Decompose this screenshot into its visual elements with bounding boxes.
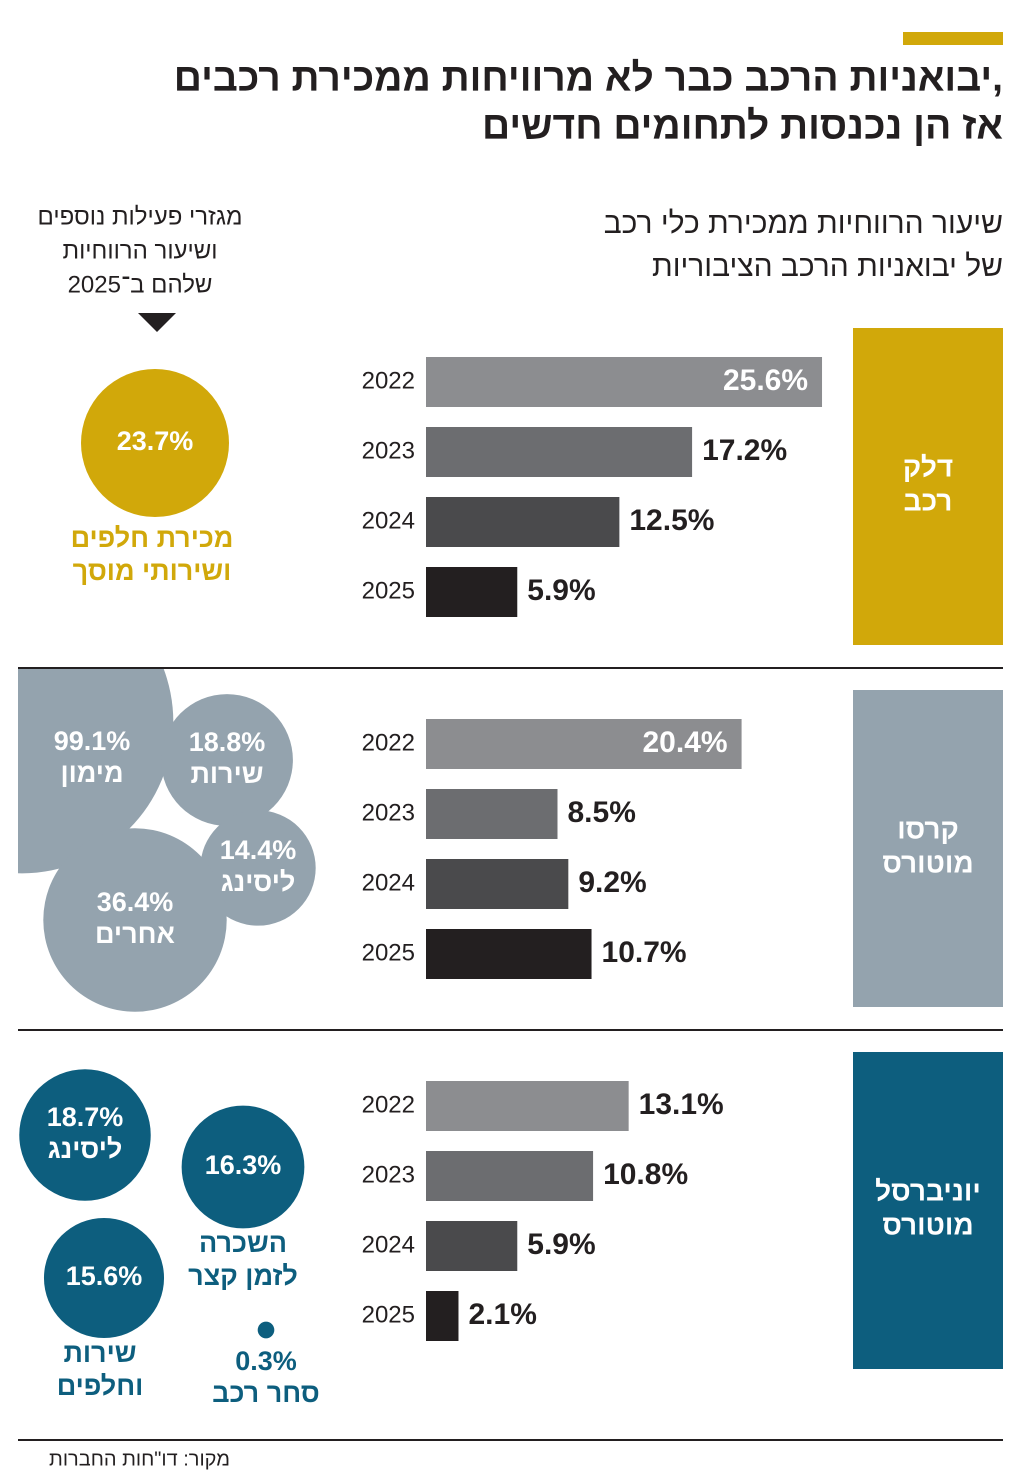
bubble bbox=[181, 1105, 305, 1229]
year-label: 2023 bbox=[362, 437, 415, 464]
bubble bbox=[43, 828, 227, 1012]
bubble-name: לזמן קצר bbox=[188, 1261, 298, 1291]
bar bbox=[426, 719, 742, 769]
company-name: מוטורס bbox=[882, 1209, 973, 1240]
value-label: 10.8% bbox=[603, 1158, 688, 1191]
year-label: 2022 bbox=[362, 1091, 415, 1118]
bubble-value: 99.1% bbox=[54, 726, 131, 756]
year-label: 2025 bbox=[362, 577, 415, 604]
value-label: 20.4% bbox=[643, 726, 728, 759]
bar bbox=[426, 567, 518, 617]
value-label: 13.1% bbox=[639, 1088, 724, 1121]
year-label: 2022 bbox=[362, 729, 415, 756]
bubble-value: 15.6% bbox=[66, 1261, 143, 1291]
company-name: קרסו bbox=[897, 813, 959, 844]
bubble-value: 16.3% bbox=[205, 1150, 282, 1180]
bar bbox=[426, 929, 592, 979]
accent-bar bbox=[903, 32, 1003, 45]
bubble bbox=[161, 694, 293, 826]
subtitle: ושיעור הרווחיות bbox=[62, 237, 217, 264]
bubble-name: מכירת חלפים bbox=[71, 523, 234, 553]
bar bbox=[426, 789, 558, 839]
value-label: 5.9% bbox=[527, 574, 595, 607]
year-label: 2024 bbox=[362, 869, 415, 896]
bubble bbox=[200, 810, 316, 926]
bubble-name: מימון bbox=[60, 758, 123, 788]
value-label: 25.6% bbox=[723, 364, 808, 397]
bubble-name: שירות bbox=[191, 759, 264, 789]
bubble-name: אחרים bbox=[95, 919, 175, 949]
company-name: רכב bbox=[904, 485, 953, 516]
bar bbox=[426, 357, 823, 407]
value-label: 8.5% bbox=[567, 796, 635, 829]
company-box bbox=[853, 328, 1003, 645]
bar bbox=[426, 1081, 629, 1131]
bubble-value: 23.7% bbox=[117, 426, 194, 456]
bar bbox=[426, 1151, 594, 1201]
year-label: 2022 bbox=[362, 367, 415, 394]
subtitle: שיעור הרווחיות ממכירת כלי רכב bbox=[604, 207, 1003, 240]
bubble bbox=[18, 669, 174, 874]
value-label: 5.9% bbox=[527, 1228, 595, 1261]
bubble-name: ליסינג bbox=[221, 867, 296, 897]
subtitle: שלהם ב־2025 bbox=[68, 271, 213, 298]
subtitle: מגזרי פעילות נוספים bbox=[38, 203, 243, 230]
value-label: 17.2% bbox=[702, 434, 787, 467]
bubble-value: 18.8% bbox=[189, 727, 266, 757]
bubble-name: ושירותי מוסך bbox=[73, 556, 232, 586]
year-label: 2025 bbox=[362, 1301, 415, 1328]
bubble-name: ליסינג bbox=[48, 1134, 123, 1164]
bubble-name: וחלפים bbox=[57, 1371, 144, 1401]
year-label: 2025 bbox=[362, 939, 415, 966]
bubble-name: סחר רכב bbox=[212, 1378, 320, 1408]
company-name: דלק bbox=[903, 451, 953, 482]
bubble-value: 14.4% bbox=[220, 835, 297, 865]
subtitle: של יבואניות הרכב הציבוריות bbox=[652, 250, 1003, 283]
bubble-value: 36.4% bbox=[97, 887, 174, 917]
bar bbox=[426, 859, 569, 909]
bar bbox=[426, 1221, 518, 1271]
year-label: 2023 bbox=[362, 799, 415, 826]
bubble bbox=[19, 1069, 151, 1201]
bubble-value: 0.3% bbox=[235, 1346, 297, 1376]
pointer bbox=[138, 313, 176, 332]
bubble-name: שירות bbox=[64, 1338, 137, 1368]
company-box bbox=[853, 690, 1003, 1007]
value-label: 9.2% bbox=[578, 866, 646, 899]
year-label: 2024 bbox=[362, 1231, 415, 1258]
bar bbox=[426, 1291, 459, 1341]
year-label: 2024 bbox=[362, 507, 415, 534]
source: מקור: דו"חות החברות bbox=[49, 1448, 230, 1470]
bubble bbox=[257, 1321, 275, 1339]
bar bbox=[426, 497, 620, 547]
bubble bbox=[43, 1217, 165, 1339]
value-label: 2.1% bbox=[468, 1298, 536, 1331]
title: יבואניות הרכב כבר לא מרוויחות ממכירת רכב… bbox=[174, 56, 1003, 99]
bubble-name: השכרה bbox=[199, 1228, 287, 1258]
bar bbox=[426, 427, 693, 477]
value-label: 10.7% bbox=[602, 936, 687, 969]
value-label: 12.5% bbox=[629, 504, 714, 537]
title: אז הן נכנסות לתחומים חדשים bbox=[482, 104, 1003, 147]
company-box bbox=[853, 1052, 1003, 1369]
year-label: 2023 bbox=[362, 1161, 415, 1188]
bubble-value: 18.7% bbox=[47, 1102, 124, 1132]
bubble bbox=[81, 369, 229, 517]
company-name: מוטורס bbox=[882, 847, 973, 878]
company-name: יוניברסל bbox=[875, 1175, 981, 1206]
